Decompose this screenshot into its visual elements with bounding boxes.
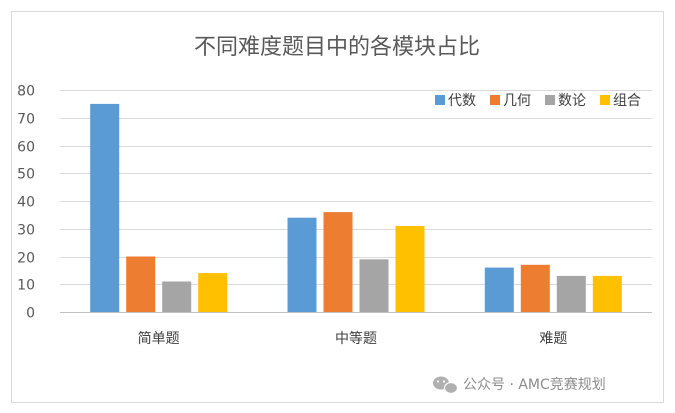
y-tick-label: 30: [17, 223, 35, 239]
bar-几何-难题: [520, 264, 550, 312]
legend-swatch: [435, 95, 445, 105]
bar-组合-中等题: [395, 226, 425, 312]
y-tick-label: 60: [17, 140, 35, 156]
bar-代数-简单题: [90, 103, 120, 313]
y-tick-label: 50: [17, 167, 35, 183]
legend: 代数 几何 数论 组合: [435, 93, 641, 109]
legend-label: 几何: [503, 93, 531, 109]
bar-组合-难题: [592, 275, 622, 312]
bar-代数-难题: [484, 267, 514, 312]
y-tick-label: 40: [17, 195, 35, 211]
bar-数论-难题: [556, 275, 586, 312]
bar-代数-中等题: [287, 217, 317, 312]
bar-组合-简单题: [198, 273, 228, 312]
bar-数论-中等题: [359, 259, 389, 312]
bar-几何-中等题: [323, 212, 353, 312]
bars: [90, 103, 622, 313]
gridlines: [60, 90, 652, 313]
chart-title: 不同难度题目中的各模块占比: [194, 35, 480, 60]
y-tick-label: 80: [17, 84, 35, 100]
category-label: 中等题: [335, 330, 377, 347]
legend-label: 组合: [613, 93, 641, 109]
y-tick-label: 10: [17, 278, 35, 294]
legend-swatch: [490, 95, 500, 105]
chart-frame: [11, 11, 664, 403]
watermark-text: 公众号 · AMC竞赛规划: [463, 376, 606, 393]
wechat-icon: [433, 376, 459, 395]
y-axis-ticks: 0 10 20 30 40 50 60 70 80: [17, 84, 35, 322]
watermark: 公众号 · AMC竞赛规划: [433, 376, 606, 395]
bar-几何-简单题: [126, 256, 156, 312]
x-axis-categories: 简单题 中等题 难题: [138, 330, 568, 347]
y-tick-label: 70: [17, 112, 35, 128]
category-label: 难题: [539, 331, 567, 347]
y-tick-label: 20: [17, 251, 35, 267]
bar-数论-简单题: [162, 281, 192, 312]
legend-label: 代数: [448, 93, 476, 109]
y-tick-label: 0: [26, 306, 35, 322]
legend-swatch: [600, 95, 610, 105]
legend-swatch: [545, 95, 555, 105]
legend-label: 数论: [558, 93, 586, 109]
category-label: 简单题: [138, 330, 180, 347]
